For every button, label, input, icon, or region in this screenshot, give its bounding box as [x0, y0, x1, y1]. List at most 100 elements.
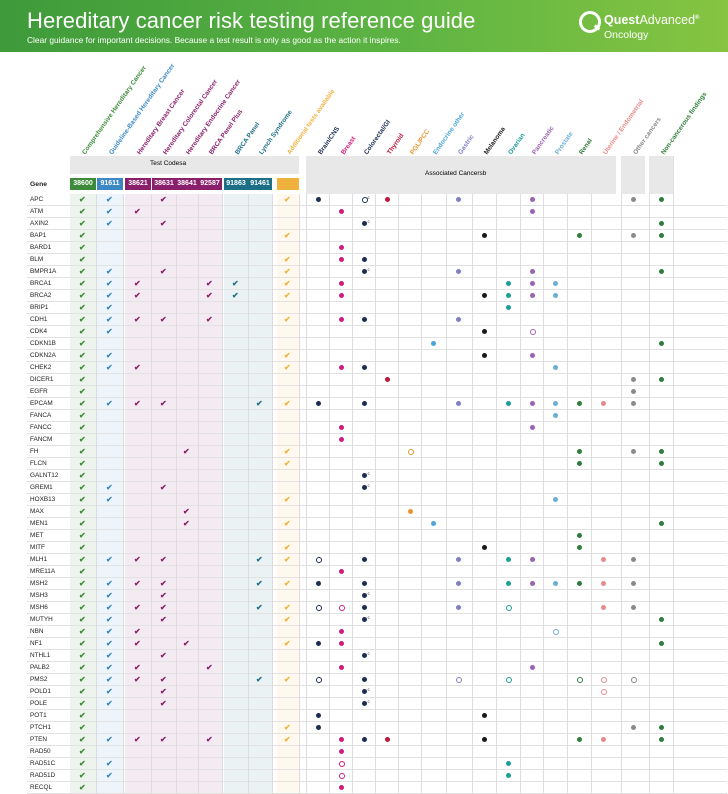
logo-line-1: QuestAdvanced® [604, 13, 700, 27]
panel-column-bg [125, 194, 151, 794]
test-code-3: 38621 [125, 178, 151, 190]
row-divider [27, 301, 727, 302]
gene-name: RAD50 [30, 748, 51, 755]
row-divider [27, 781, 727, 782]
panel-column-bg [70, 194, 96, 794]
panel-check-icon: ✔ [206, 663, 213, 672]
footnote-mark: c [367, 687, 370, 692]
row-divider [27, 313, 727, 314]
cancer-dot [456, 269, 461, 274]
panel-check-icon: ✔ [79, 783, 86, 792]
gene-name: MSH3 [30, 592, 48, 599]
panel-check-icon: ✔ [284, 363, 291, 372]
cancer-dot [631, 557, 636, 562]
panel-check-icon: ✔ [160, 591, 167, 600]
cancer-dot [339, 629, 344, 634]
panel-check-icon: ✔ [79, 447, 86, 456]
gene-name: BAP1 [30, 232, 47, 239]
gene-name: NTHL1 [30, 652, 51, 659]
cancer-dot [530, 353, 535, 358]
gene-name: PTEN [30, 736, 48, 743]
cancer-ring [505, 677, 512, 683]
panel-check-icon: ✔ [106, 603, 113, 612]
cancer-dot [339, 245, 344, 250]
panel-check-icon: ✔ [134, 579, 141, 588]
cancer-dot [339, 665, 344, 670]
cancer-dot [339, 569, 344, 574]
panel-check-icon: ✔ [79, 567, 86, 576]
cancer-dot [456, 605, 461, 610]
cancer-dot [631, 197, 636, 202]
cancer-dot [316, 725, 321, 730]
panel-check-icon: ✔ [183, 447, 190, 456]
cancer-ring [407, 449, 414, 455]
gene-name: ATM [30, 208, 44, 215]
row-divider [27, 385, 727, 386]
cancer-header-1: Brain/CNS [316, 125, 341, 157]
logo-line-2: Oncology [604, 29, 649, 41]
cancer-header-5: PGL/PCC [408, 128, 431, 157]
associated-cancers-label: Associated Cancersb [425, 170, 487, 177]
gene-name: FANCA [30, 412, 52, 419]
panel-check-icon: ✔ [106, 699, 113, 708]
column-divider [520, 156, 521, 794]
gene-name: FANCM [30, 436, 53, 443]
panel-check-icon: ✔ [79, 267, 86, 276]
gene-name: MEN1 [30, 520, 48, 527]
cancer-dot [530, 581, 535, 586]
gene-name: POLD1 [30, 688, 51, 695]
panel-check-icon: ✔ [79, 375, 86, 384]
row-divider [27, 457, 727, 458]
row-divider [27, 409, 727, 410]
cancer-ring [315, 557, 322, 563]
panel-check-icon: ✔ [79, 603, 86, 612]
cancer-ring [600, 689, 607, 695]
cancer-dot [339, 317, 344, 322]
gene-name: RAD51D [30, 772, 56, 779]
cancer-dot [456, 557, 461, 562]
panel-check-icon: ✔ [160, 687, 167, 696]
row-divider [27, 265, 727, 266]
test-code-2: 91611 [97, 178, 123, 190]
cancer-ring [455, 677, 462, 683]
panel-column-bg [277, 194, 299, 794]
cancer-dot [601, 605, 606, 610]
panel-check-icon: ✔ [256, 603, 263, 612]
panel-check-icon: ✔ [284, 399, 291, 408]
panel-column-bg [224, 194, 248, 794]
cancer-dot [339, 293, 344, 298]
footnote-mark: c [367, 195, 370, 200]
panel-check-icon: ✔ [79, 615, 86, 624]
panel-check-icon: ✔ [106, 279, 113, 288]
panel-check-icon: ✔ [160, 483, 167, 492]
row-divider [27, 493, 727, 494]
panel-column-bg [198, 194, 222, 794]
test-code-9 [277, 178, 299, 190]
cancer-header-12: Renal [577, 137, 594, 157]
panel-check-icon: ✔ [284, 723, 291, 732]
row-divider [27, 577, 727, 578]
row-divider [27, 325, 727, 326]
gene-name: GALNT12 [30, 472, 59, 479]
cancer-dot [482, 329, 487, 334]
panel-check-icon: ✔ [106, 351, 113, 360]
row-divider [27, 529, 727, 530]
panel-check-icon: ✔ [106, 591, 113, 600]
panel-check-icon: ✔ [284, 291, 291, 300]
panel-check-icon: ✔ [79, 219, 86, 228]
panel-check-icon: ✔ [284, 255, 291, 264]
cancer-dot [601, 401, 606, 406]
cancer-dot [506, 305, 511, 310]
panel-check-icon: ✔ [160, 651, 167, 660]
cancer-ring [505, 605, 512, 611]
gene-column-label: Gene [30, 181, 47, 188]
cancer-dot [577, 461, 582, 466]
panel-check-icon: ✔ [134, 291, 141, 300]
test-code-6: 92587 [198, 178, 222, 190]
cancer-dot [482, 293, 487, 298]
panel-check-icon: ✔ [79, 279, 86, 288]
cancer-dot [577, 737, 582, 742]
column-divider [375, 156, 376, 794]
cancer-dot [506, 401, 511, 406]
test-code-8: 91461 [248, 178, 272, 190]
